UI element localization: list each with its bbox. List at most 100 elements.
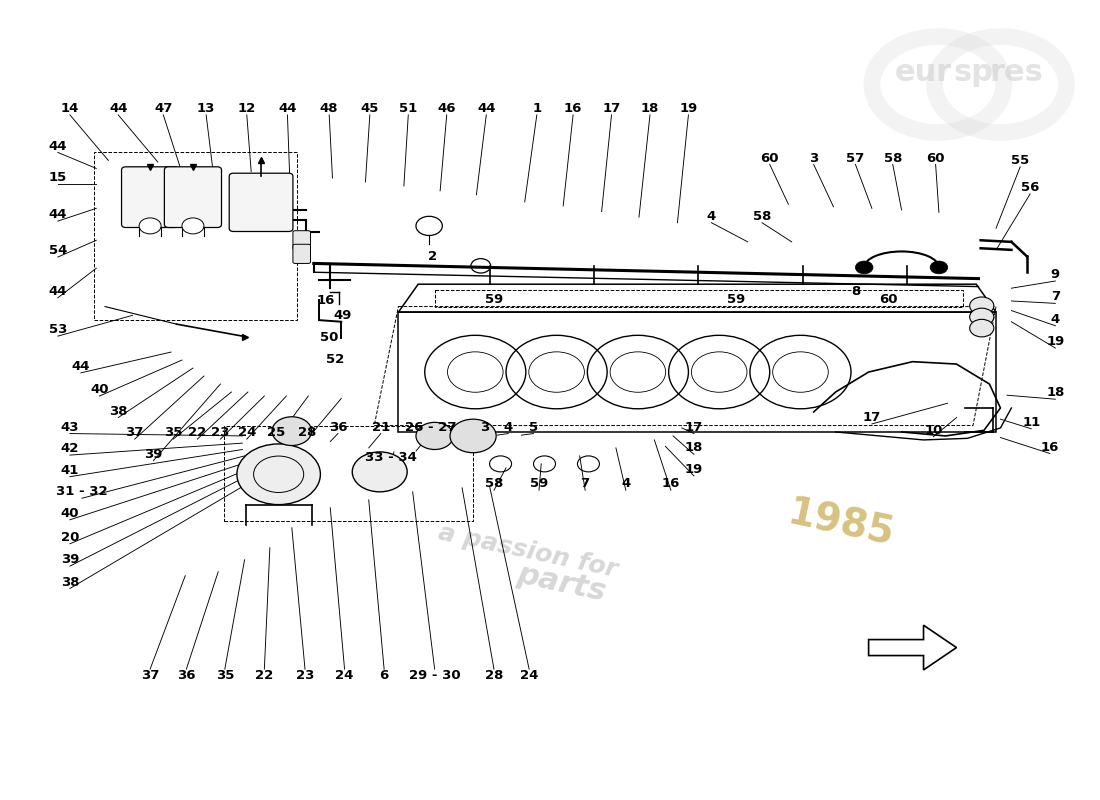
Text: 40: 40	[90, 383, 109, 396]
Text: 17: 17	[862, 411, 881, 424]
Text: 38: 38	[60, 575, 79, 589]
Text: 49: 49	[333, 309, 352, 322]
Text: 48: 48	[320, 102, 339, 115]
Text: 52: 52	[326, 353, 344, 366]
Text: 59: 59	[726, 293, 745, 306]
Text: 31 - 32: 31 - 32	[56, 486, 108, 498]
FancyBboxPatch shape	[293, 244, 310, 263]
Circle shape	[416, 422, 453, 450]
Text: 59: 59	[530, 478, 548, 490]
Text: 36: 36	[177, 669, 196, 682]
Text: a passion for: a passion for	[437, 521, 620, 582]
Text: 20: 20	[60, 531, 79, 544]
Text: 44: 44	[477, 102, 495, 115]
Text: 35: 35	[164, 426, 183, 439]
Text: 14: 14	[60, 102, 79, 115]
Text: 11: 11	[1022, 416, 1041, 429]
Text: 44: 44	[278, 102, 297, 115]
Text: 44: 44	[48, 285, 67, 298]
Text: 41: 41	[60, 464, 79, 477]
Circle shape	[856, 261, 873, 274]
Text: 17: 17	[685, 421, 703, 434]
Text: 39: 39	[60, 554, 79, 566]
Text: 9: 9	[1050, 268, 1060, 281]
Circle shape	[139, 218, 161, 234]
Text: 19: 19	[680, 102, 697, 115]
Text: 44: 44	[48, 139, 67, 153]
Text: 7: 7	[581, 478, 590, 490]
Text: 58: 58	[752, 210, 771, 223]
Text: 38: 38	[109, 405, 128, 418]
Text: 28: 28	[485, 669, 503, 682]
Circle shape	[970, 308, 993, 326]
Text: 51: 51	[399, 102, 417, 115]
Text: 44: 44	[109, 102, 128, 115]
Circle shape	[272, 417, 311, 446]
Text: 44: 44	[72, 360, 90, 373]
FancyBboxPatch shape	[164, 167, 221, 227]
Circle shape	[236, 444, 320, 505]
Text: 12: 12	[238, 102, 256, 115]
Text: 19: 19	[685, 463, 703, 476]
Circle shape	[352, 452, 407, 492]
Text: 5: 5	[529, 421, 538, 434]
Text: 24: 24	[238, 426, 256, 439]
Circle shape	[970, 297, 993, 314]
Text: 4: 4	[504, 421, 513, 434]
Text: 40: 40	[60, 507, 79, 520]
Text: 24: 24	[336, 669, 354, 682]
Text: res: res	[990, 58, 1044, 87]
Text: 4: 4	[1050, 313, 1060, 326]
Text: 50: 50	[320, 331, 339, 344]
Text: 4: 4	[621, 478, 630, 490]
Text: eur: eur	[895, 58, 953, 87]
Text: 42: 42	[60, 442, 79, 455]
Text: 60: 60	[760, 151, 779, 165]
Text: 44: 44	[48, 208, 67, 222]
Text: parts: parts	[514, 560, 608, 607]
Text: 58: 58	[883, 151, 902, 165]
Text: 16: 16	[564, 102, 582, 115]
Text: 18: 18	[684, 442, 703, 454]
Text: 6: 6	[379, 669, 388, 682]
Text: 18: 18	[1046, 386, 1065, 399]
Text: 36: 36	[329, 421, 348, 434]
Text: 28: 28	[298, 426, 317, 439]
Text: 45: 45	[361, 102, 379, 115]
Text: 55: 55	[1011, 154, 1030, 167]
Text: 29 - 30: 29 - 30	[409, 669, 461, 682]
Text: 37: 37	[125, 426, 144, 439]
Text: 37: 37	[141, 669, 160, 682]
Text: 22: 22	[188, 426, 207, 439]
Text: 3: 3	[481, 421, 490, 434]
Circle shape	[931, 261, 948, 274]
Text: 2: 2	[428, 250, 437, 262]
Text: 53: 53	[48, 323, 67, 336]
Text: 1985: 1985	[784, 494, 898, 554]
Circle shape	[970, 319, 993, 337]
Text: 16: 16	[1041, 441, 1059, 454]
Text: 35: 35	[216, 669, 234, 682]
Text: 57: 57	[846, 151, 865, 165]
Text: 46: 46	[438, 102, 456, 115]
Text: 19: 19	[1046, 335, 1065, 348]
Text: 17: 17	[603, 102, 620, 115]
Text: 16: 16	[317, 294, 336, 307]
Text: 26 - 27: 26 - 27	[405, 421, 456, 434]
Text: 23: 23	[296, 669, 315, 682]
Text: 58: 58	[485, 478, 503, 490]
Text: 18: 18	[641, 102, 659, 115]
Text: 56: 56	[1021, 181, 1040, 194]
Text: 1: 1	[532, 102, 541, 115]
Text: 21: 21	[372, 421, 389, 434]
Text: 16: 16	[662, 478, 680, 490]
Text: 7: 7	[1050, 290, 1060, 303]
Text: 25: 25	[267, 426, 286, 439]
Text: 60: 60	[926, 151, 945, 165]
Text: 60: 60	[879, 293, 898, 306]
Text: 59: 59	[485, 293, 503, 306]
Text: 33 - 34: 33 - 34	[365, 451, 417, 464]
FancyBboxPatch shape	[229, 173, 293, 231]
Text: 15: 15	[48, 170, 67, 184]
Text: 43: 43	[60, 421, 79, 434]
